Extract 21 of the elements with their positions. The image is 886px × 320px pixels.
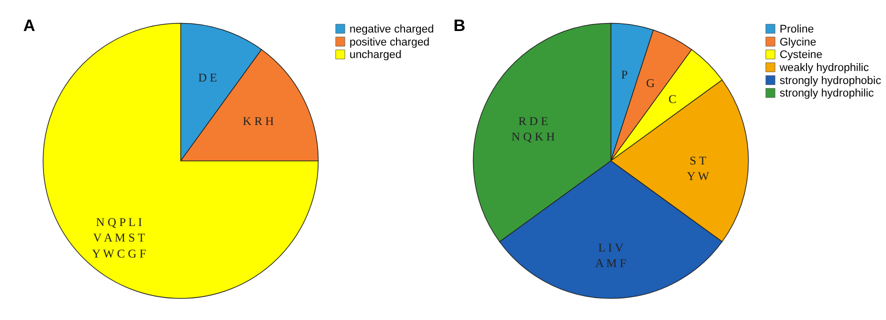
text: P — [621, 67, 628, 82]
legend-label: Glycine — [780, 36, 816, 48]
legend-label: Cysteine — [780, 49, 822, 62]
text: S T Y W — [686, 154, 710, 184]
legend-label: positive charged — [349, 36, 430, 48]
text: R D E N Q K H — [512, 114, 556, 144]
legend-label: uncharged — [349, 49, 402, 62]
chart-title: B — [453, 16, 466, 35]
legend-label: weakly hydrophilic — [778, 62, 870, 74]
legend-label: negative charged — [349, 23, 434, 36]
legend-label: Proline — [780, 23, 814, 36]
pie-slice — [42, 22, 319, 299]
legend-label: strongly hydrophobic — [780, 74, 882, 87]
text: N Q P L I V A M S T Y W C G F — [92, 215, 146, 260]
text: L I V A M F — [595, 240, 627, 270]
chart-title: A — [23, 16, 36, 35]
text: G — [646, 76, 656, 90]
text: K R H — [242, 114, 274, 128]
legend-label: strongly hydrophilic — [780, 88, 874, 100]
text: D E — [198, 70, 218, 85]
text: C — [668, 92, 676, 106]
